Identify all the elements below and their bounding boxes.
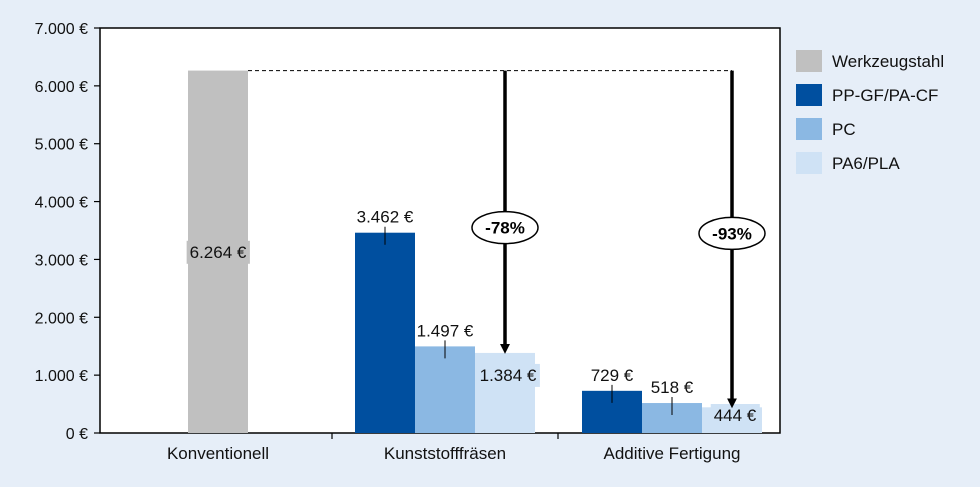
legend-label: PP-GF/PA-CF <box>832 86 938 105</box>
y-tick-label: 0 € <box>66 426 88 443</box>
reduction-label: -93% <box>712 224 752 243</box>
value-label: 1.497 € <box>417 321 474 340</box>
value-label: 3.462 € <box>357 208 414 227</box>
legend-swatch <box>796 152 822 174</box>
reduction-badge <box>471 210 539 245</box>
reduction-badge <box>698 216 766 251</box>
legend-label: PC <box>832 120 856 139</box>
value-label: 1.384 € <box>480 366 537 385</box>
value-label-background <box>476 363 540 387</box>
legend-swatch <box>796 118 822 140</box>
value-label: 6.264 € <box>190 243 247 262</box>
category-label: Konventionell <box>167 444 269 463</box>
value-label: 444 € <box>714 406 757 425</box>
y-tick-label: 4.000 € <box>35 195 88 212</box>
legend-label: Werkzeugstahl <box>832 52 944 71</box>
y-tick-label: 2.000 € <box>35 310 88 327</box>
value-label: 518 € <box>651 378 694 397</box>
y-tick-label: 1.000 € <box>35 368 88 385</box>
bar <box>415 346 475 433</box>
value-label-background <box>710 404 760 427</box>
reduction-label: -78% <box>485 219 525 238</box>
bar <box>355 232 415 433</box>
category-label: Additive Fertigung <box>603 444 740 463</box>
legend-swatch <box>796 84 822 106</box>
y-tick-label: 7.000 € <box>35 21 88 38</box>
y-tick-label: 3.000 € <box>35 252 88 269</box>
value-label: 729 € <box>591 366 634 385</box>
y-tick-label: 5.000 € <box>35 137 88 154</box>
category-label: Kunststofffräsen <box>384 444 506 463</box>
value-label-background <box>186 240 250 264</box>
y-tick-label: 6.000 € <box>35 79 88 96</box>
legend-swatch <box>796 50 822 72</box>
legend-label: PA6/PLA <box>832 154 900 173</box>
